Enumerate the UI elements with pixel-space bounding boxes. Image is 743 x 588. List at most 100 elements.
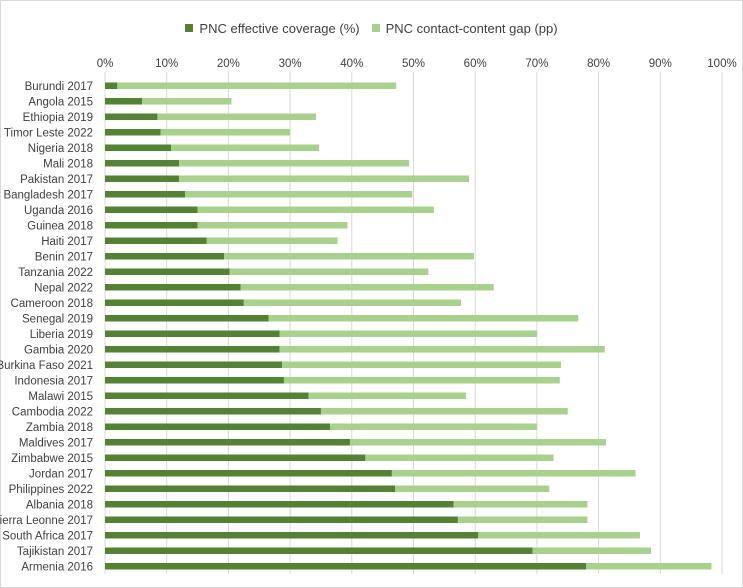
category-label-tanzania-2022: Tanzania 2022 (18, 267, 93, 279)
bar-effective-coverage-zimbabwe-2015 (105, 454, 366, 462)
category-label-indonesia-2017: Indonesia 2017 (14, 375, 93, 387)
bar-contact-content-gap-sierra-leonne-2017 (457, 516, 588, 524)
bar-effective-coverage-tajikistan-2017 (105, 547, 533, 555)
category-label-philippines-2022: Philippines 2022 (9, 484, 93, 496)
bar-effective-coverage-jordan-2017 (105, 469, 392, 477)
category-label-burkina-faso-2021: Burkina Faso 2021 (0, 360, 93, 372)
bar-effective-coverage-malawi-2015 (105, 392, 309, 400)
bar-effective-coverage-liberia-2019 (105, 330, 280, 338)
category-label-guinea-2018: Guinea 2018 (27, 220, 93, 232)
legend-swatch-contact-content-gap (371, 24, 380, 32)
category-label-ethiopia-2019: Ethiopia 2019 (23, 112, 93, 124)
category-label-zimbabwe-2015: Zimbabwe 2015 (11, 453, 93, 465)
bar-contact-content-gap-cambodia-2022 (320, 407, 568, 415)
category-label-maldives-2017: Maldives 2017 (19, 437, 93, 449)
bar-effective-coverage-nepal-2022 (105, 283, 241, 291)
x-tick-label-40: 40% (340, 58, 363, 70)
bar-contact-content-gap-bangladesh-2017 (185, 190, 413, 198)
x-tick-label-50: 50% (402, 58, 425, 70)
bar-contact-content-gap-senegal-2019 (268, 314, 579, 322)
bar-effective-coverage-zambia-2018 (105, 423, 331, 431)
category-label-gambia-2020: Gambia 2020 (24, 344, 93, 356)
bar-effective-coverage-tanzania-2022 (105, 268, 230, 276)
legend-label-contact-content-gap: PNC contact-content gap (pp) (385, 20, 558, 36)
legend: PNC effective coverage (%) PNC contact-c… (0, 18, 743, 38)
bar-contact-content-gap-armenia-2016 (586, 562, 712, 570)
x-tick-label-0: 0% (97, 58, 114, 70)
x-tick-label-70: 70% (525, 58, 548, 70)
legend-item-effective-coverage: PNC effective coverage (%) (185, 20, 360, 36)
bar-contact-content-gap-mali-2018 (179, 159, 410, 167)
category-label-uganda-2016: Uganda 2016 (24, 205, 93, 217)
category-label-cambodia-2022: Cambodia 2022 (12, 406, 93, 418)
legend-swatch-effective-coverage (185, 24, 194, 32)
legend-item-contact-content-gap: PNC contact-content gap (pp) (371, 20, 558, 36)
bar-contact-content-gap-liberia-2019 (279, 330, 537, 338)
category-label-sierra-leonne-2017: Sierra Leonne 2017 (0, 515, 93, 527)
bar-effective-coverage-philippines-2022 (105, 485, 395, 493)
bar-contact-content-gap-maldives-2017 (349, 438, 607, 446)
bar-contact-content-gap-uganda-2016 (197, 206, 434, 214)
bar-effective-coverage-haiti-2017 (105, 237, 207, 245)
bar-contact-content-gap-pakistan-2017 (179, 175, 470, 183)
bar-effective-coverage-maldives-2017 (105, 438, 350, 446)
bar-contact-content-gap-benin-2017 (224, 252, 474, 260)
bar-contact-content-gap-malawi-2015 (308, 392, 466, 400)
category-label-zambia-2018: Zambia 2018 (26, 422, 93, 434)
bar-effective-coverage-cambodia-2022 (105, 407, 321, 415)
bar-effective-coverage-sierra-leonne-2017 (105, 516, 458, 524)
bar-effective-coverage-guinea-2018 (105, 221, 198, 229)
bar-contact-content-gap-burkina-faso-2021 (282, 361, 561, 369)
category-label-timor-leste-2022: Timor Leste 2022 (4, 127, 93, 139)
bar-effective-coverage-timor-leste-2022 (105, 128, 161, 136)
category-label-benin-2017: Benin 2017 (35, 251, 93, 263)
x-tick-label-90: 90% (649, 58, 672, 70)
bar-contact-content-gap-burundi-2017 (117, 82, 397, 90)
bar-contact-content-gap-gambia-2020 (279, 345, 605, 353)
bar-effective-coverage-armenia-2016 (105, 562, 587, 570)
category-label-bangladesh-2017: Bangladesh 2017 (3, 189, 93, 201)
bar-effective-coverage-mali-2018 (105, 159, 180, 167)
bar-contact-content-gap-angola-2015 (142, 97, 232, 105)
bar-contact-content-gap-nigeria-2018 (171, 144, 320, 152)
bar-effective-coverage-burkina-faso-2021 (105, 361, 283, 369)
bar-effective-coverage-pakistan-2017 (105, 175, 180, 183)
x-tick-label-60: 60% (464, 58, 487, 70)
bar-effective-coverage-cameroon-2018 (105, 299, 244, 307)
category-label-senegal-2019: Senegal 2019 (22, 313, 93, 325)
x-tick-label-80: 80% (587, 58, 610, 70)
bar-effective-coverage-uganda-2016 (105, 206, 198, 214)
x-tick-label-100: 100% (707, 58, 736, 70)
category-label-nepal-2022: Nepal 2022 (34, 282, 93, 294)
category-label-jordan-2017: Jordan 2017 (29, 468, 93, 480)
bar-contact-content-gap-timor-leste-2022 (160, 128, 291, 136)
bar-effective-coverage-ethiopia-2019 (105, 113, 158, 121)
bar-contact-content-gap-south-africa-2017 (478, 531, 640, 539)
bar-contact-content-gap-philippines-2022 (394, 485, 550, 493)
category-label-albania-2018: Albania 2018 (26, 499, 93, 511)
bar-effective-coverage-gambia-2020 (105, 345, 280, 353)
category-label-pakistan-2017: Pakistan 2017 (20, 174, 93, 186)
bar-contact-content-gap-haiti-2017 (206, 237, 338, 245)
x-tick-label-10: 10% (155, 58, 178, 70)
bar-contact-content-gap-tanzania-2022 (229, 268, 429, 276)
category-label-south-africa-2017: South Africa 2017 (2, 530, 93, 542)
bar-contact-content-gap-indonesia-2017 (283, 376, 560, 384)
category-label-malawi-2015: Malawi 2015 (28, 391, 93, 403)
category-label-mali-2018: Mali 2018 (43, 158, 93, 170)
bar-contact-content-gap-nepal-2022 (240, 283, 494, 291)
category-label-armenia-2016: Armenia 2016 (21, 561, 93, 573)
category-label-nigeria-2018: Nigeria 2018 (28, 143, 93, 155)
category-label-cameroon-2018: Cameroon 2018 (11, 298, 93, 310)
bar-contact-content-gap-zimbabwe-2015 (365, 454, 554, 462)
bar-effective-coverage-bangladesh-2017 (105, 190, 186, 198)
bar-effective-coverage-senegal-2019 (105, 314, 269, 322)
category-label-tajikistan-2017: Tajikistan 2017 (17, 546, 93, 558)
bar-effective-coverage-angola-2015 (105, 97, 143, 105)
bar-effective-coverage-indonesia-2017 (105, 376, 284, 384)
legend-label-effective-coverage: PNC effective coverage (%) (199, 20, 360, 36)
bar-contact-content-gap-jordan-2017 (391, 469, 636, 477)
bar-contact-content-gap-zambia-2018 (330, 423, 537, 431)
bar-contact-content-gap-ethiopia-2019 (157, 113, 317, 121)
